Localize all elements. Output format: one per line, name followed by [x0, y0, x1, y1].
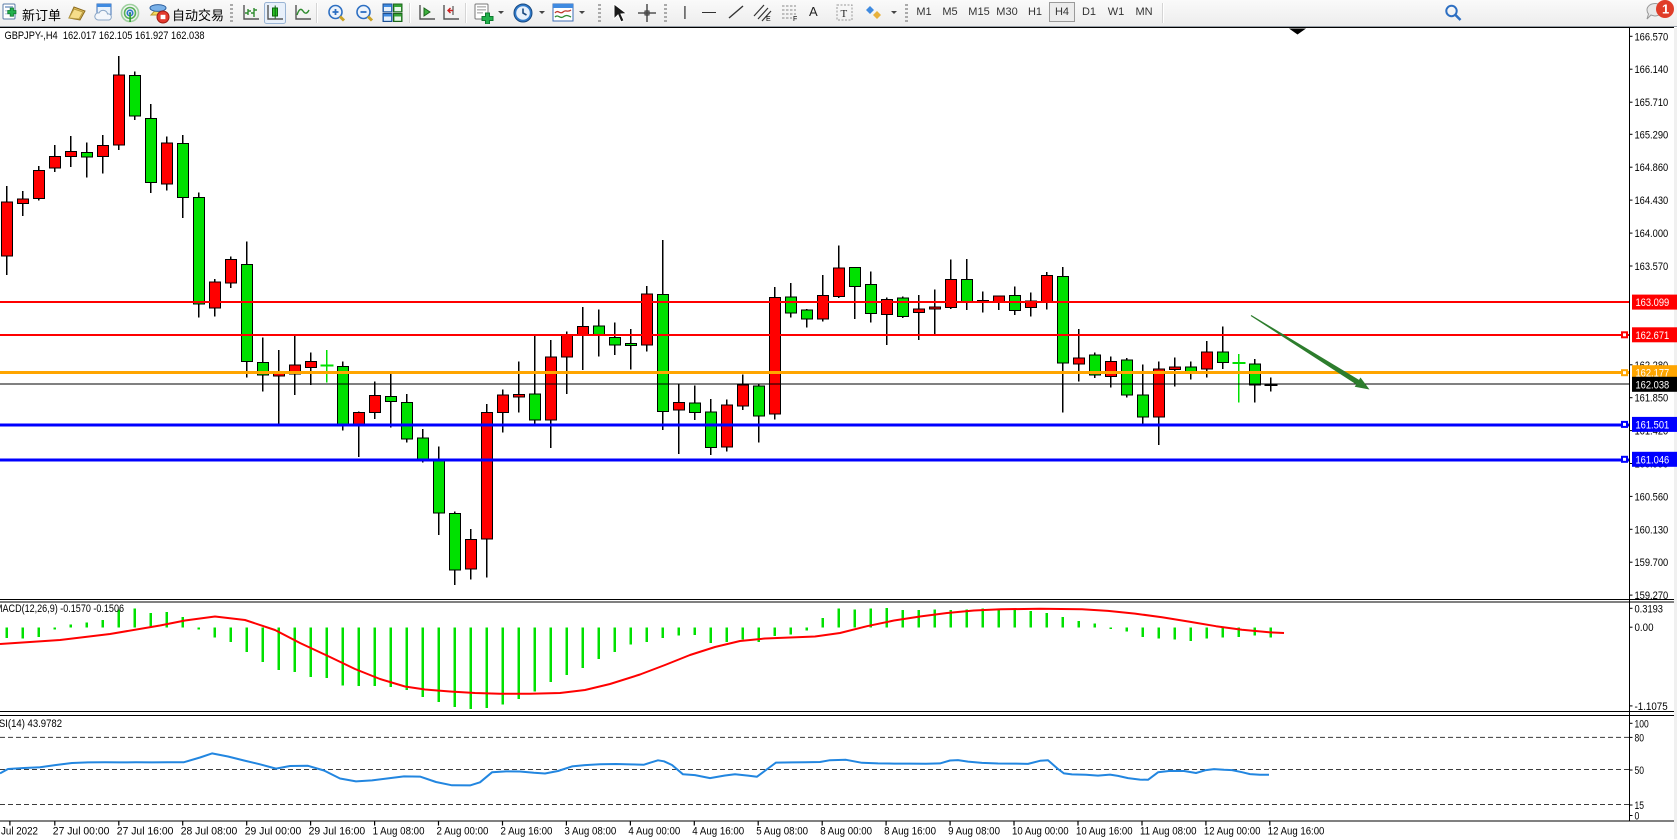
svg-text:F: F [793, 16, 797, 22]
svg-text:9 Aug 08:00: 9 Aug 08:00 [948, 826, 1000, 838]
svg-text:15: 15 [1635, 800, 1645, 812]
svg-text:163.570: 163.570 [1635, 261, 1669, 273]
svg-text:8 Aug 00:00: 8 Aug 00:00 [820, 826, 872, 838]
svg-text:166.140: 166.140 [1635, 64, 1669, 76]
svg-text:4 Aug 00:00: 4 Aug 00:00 [628, 826, 680, 838]
svg-text:E: E [766, 16, 771, 22]
svg-text:RSI(14) 43.9782: RSI(14) 43.9782 [0, 718, 62, 730]
svg-text:12 Aug 00:00: 12 Aug 00:00 [1204, 826, 1261, 838]
svg-text:3 Aug 08:00: 3 Aug 08:00 [564, 826, 616, 838]
svg-text:29 Jul 16:00: 29 Jul 16:00 [309, 826, 366, 838]
svg-text:162.280: 162.280 [1635, 360, 1669, 372]
svg-text:160.130: 160.130 [1635, 524, 1669, 536]
svg-text:164.000: 164.000 [1635, 228, 1669, 240]
svg-text:165.290: 165.290 [1635, 129, 1669, 141]
svg-text:159.700: 159.700 [1635, 557, 1669, 569]
svg-text:28 Jul 08:00: 28 Jul 08:00 [181, 826, 238, 838]
svg-text:163.099: 163.099 [1636, 297, 1670, 309]
svg-text:164.430: 164.430 [1635, 195, 1669, 207]
svg-text:160.990: 160.990 [1635, 459, 1669, 471]
svg-text:1: 1 [1662, 2, 1669, 17]
svg-text:10 Aug 00:00: 10 Aug 00:00 [1012, 826, 1069, 838]
svg-text:100: 100 [1635, 718, 1649, 730]
svg-text:27 Jul 16:00: 27 Jul 16:00 [117, 826, 174, 838]
svg-text:8 Aug 16:00: 8 Aug 16:00 [884, 826, 936, 838]
svg-text:159.270: 159.270 [1635, 590, 1669, 602]
svg-text:165.710: 165.710 [1635, 97, 1669, 109]
svg-text:2 Aug 00:00: 2 Aug 00:00 [437, 826, 489, 838]
svg-text:T: T [841, 8, 848, 20]
svg-text:161.850: 161.850 [1635, 393, 1669, 405]
svg-text:161.501: 161.501 [1636, 419, 1670, 431]
svg-text:166.570: 166.570 [1635, 31, 1669, 43]
svg-text:80: 80 [1635, 732, 1645, 744]
svg-text:0.00: 0.00 [1635, 622, 1654, 634]
svg-text:5 Aug 08:00: 5 Aug 08:00 [756, 826, 808, 838]
svg-text:161.046: 161.046 [1636, 454, 1670, 466]
svg-text:162.038: 162.038 [1636, 379, 1670, 391]
svg-text:4 Aug 16:00: 4 Aug 16:00 [692, 826, 744, 838]
svg-text:MACD(12,26,9) -0.1570 -0.1506: MACD(12,26,9) -0.1570 -0.1506 [0, 603, 124, 615]
svg-text:162.671: 162.671 [1636, 330, 1670, 342]
svg-text:-1.1075: -1.1075 [1635, 701, 1668, 713]
svg-text:12 Aug 16:00: 12 Aug 16:00 [1268, 826, 1325, 838]
svg-text:Jul 2022: Jul 2022 [1, 826, 38, 838]
svg-text:10 Aug 16:00: 10 Aug 16:00 [1076, 826, 1133, 838]
svg-text:27 Jul 00:00: 27 Jul 00:00 [53, 826, 110, 838]
svg-text:11 Aug 08:00: 11 Aug 08:00 [1140, 826, 1197, 838]
svg-text:162.177: 162.177 [1636, 368, 1670, 380]
svg-text:50: 50 [1635, 765, 1645, 777]
svg-text:GBPJPY-,H4 162.017 162.105 16: GBPJPY-,H4 162.017 162.105 161.927 162.0… [5, 30, 205, 42]
svg-text:164.860: 164.860 [1635, 162, 1669, 174]
svg-text:161.420: 161.420 [1635, 426, 1669, 438]
svg-text:0: 0 [1635, 811, 1640, 823]
svg-text:0.3193: 0.3193 [1635, 603, 1664, 615]
svg-text:160.560: 160.560 [1635, 491, 1669, 503]
svg-text:2 Aug 16:00: 2 Aug 16:00 [501, 826, 553, 838]
svg-text:1 Aug 08:00: 1 Aug 08:00 [373, 826, 425, 838]
svg-text:29 Jul 00:00: 29 Jul 00:00 [245, 826, 302, 838]
